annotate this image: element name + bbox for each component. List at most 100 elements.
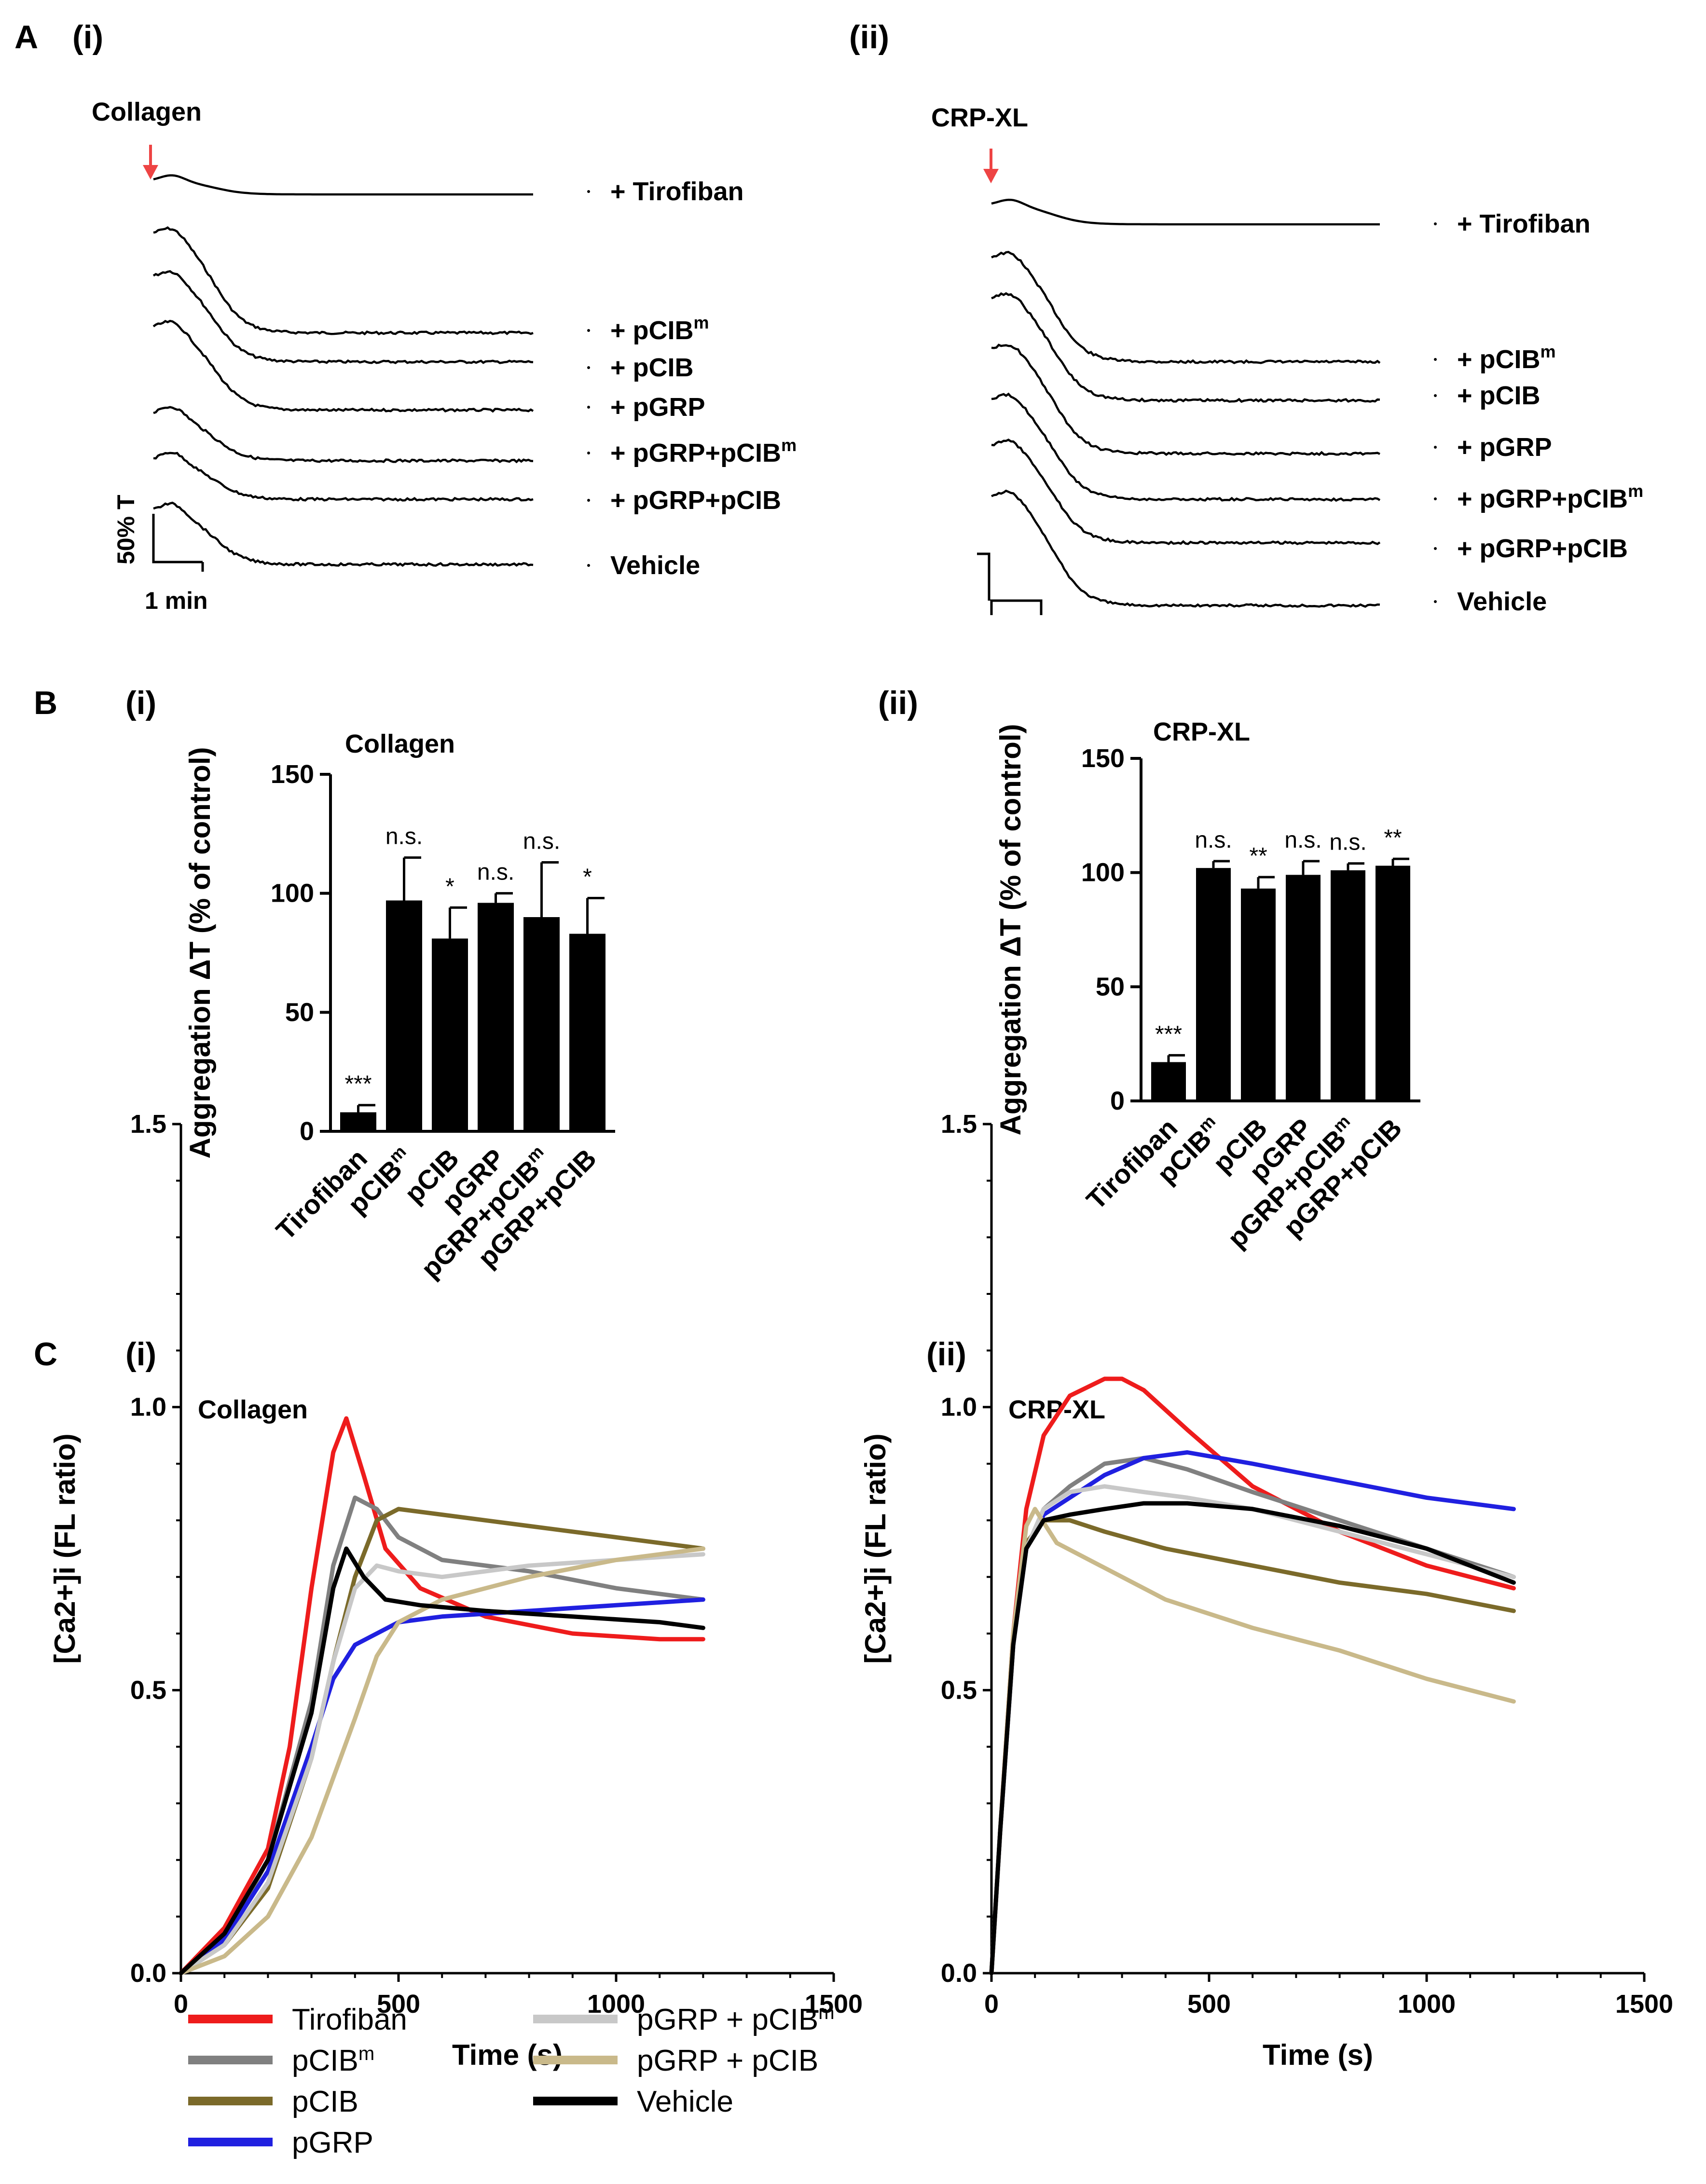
y-axis-title: Aggregation ΔT (% of control) (994, 724, 1027, 1135)
series-line-pgrp-pcib (179, 1546, 705, 1976)
trace-label: Vehicle (1457, 587, 1547, 616)
calcium-chart-collagen: Collagen 0.0 0.5 1.0 1.5 0 500 1000 1500 Time (s)… (49, 1110, 863, 2071)
panel-a-i-label: (i) (72, 19, 103, 55)
panel-b-i-label: (i) (125, 685, 156, 721)
aggregation-trace (991, 250, 1381, 364)
legend-label: pGRP + pCIB (637, 2044, 818, 2077)
x-tick-label: 0 (174, 1990, 188, 2019)
legend-label: pGRP + pCIBm (637, 2002, 835, 2036)
aggregation-trace (153, 174, 533, 196)
trace-label-sup: m (781, 435, 797, 455)
aggregation-trace (991, 489, 1380, 608)
bar (523, 917, 560, 1131)
label-dot (1434, 446, 1437, 449)
y-tick-label: 100 (1081, 858, 1125, 887)
panel-label-b: B (34, 685, 57, 721)
legend-label-main: pGRP (292, 2126, 373, 2159)
calcium-chart-crp-xl: CRP-XL 0.0 0.5 1.0 1.5 0 500 1000 1500 Time (s) [C… (859, 1110, 1673, 2071)
bar (432, 938, 468, 1131)
legend-label-main: pCIB (292, 2044, 358, 2077)
bar (1331, 870, 1365, 1101)
series-line-tirofiban (179, 1416, 705, 1976)
trace-label: + pGRP+pCIBm (1457, 481, 1643, 513)
x-tick-label: 1000 (587, 1990, 645, 2019)
trace-label-sup: m (1628, 481, 1643, 501)
trace-label-sup: m (1541, 342, 1556, 361)
trace-label: + Tirofiban (1457, 209, 1591, 238)
trace-label: + pCIBm (1457, 342, 1556, 374)
legend-label: pCIB (292, 2085, 358, 2118)
label-dot (587, 452, 590, 454)
trace-label-main: + pCIB (610, 353, 694, 382)
bar (1241, 888, 1276, 1101)
aggregation-trace (153, 452, 534, 502)
trace-label: + pCIBm (610, 313, 709, 345)
panel-c-i-label: (i) (125, 1336, 156, 1373)
significance-label: n.s. (385, 824, 423, 850)
scale-bar: 50% T 1 min (112, 494, 208, 614)
significance-label: *** (1155, 1021, 1182, 1047)
label-dot (1434, 358, 1437, 361)
trace-label-main: + pCIB (1457, 381, 1541, 410)
legend-label: pGRP (292, 2126, 373, 2159)
label-dot (587, 564, 590, 567)
trace-label-sup: m (694, 313, 709, 332)
chart-title: CRP-XL (1153, 717, 1250, 746)
x-tick-label: 1500 (1615, 1990, 1673, 2019)
legend-label-main: Vehicle (637, 2085, 733, 2118)
significance-label: *** (344, 1071, 371, 1097)
agonist-label-crp-xl: CRP-XL (931, 103, 1028, 132)
series-line-pgrp (989, 1450, 1516, 1976)
y-tick-label: 1.5 (941, 1110, 977, 1139)
label-dot (587, 190, 590, 193)
bar (1286, 875, 1321, 1101)
trace-label-main: + Tirofiban (1457, 209, 1591, 238)
x-tick-label: 1000 (1398, 1990, 1456, 2019)
aggregation-trace (152, 319, 534, 413)
x-tick-label: 500 (377, 1990, 420, 2019)
significance-label: n.s. (1284, 827, 1321, 853)
aggregation-traces-crp-xl: CRP-XL + Tirofiban+ pCIBm+ pCIB+ pGRP+ p… (931, 103, 1643, 616)
trace-label: + pCIB (1457, 381, 1541, 410)
scale-x-label: 1 min (145, 587, 208, 614)
series-line-tirofiban (989, 1376, 1516, 1976)
aggregation-trace (152, 270, 534, 364)
panel-label-a: A (14, 19, 38, 55)
label-dot (587, 329, 590, 332)
y-tick-label: 150 (271, 760, 314, 789)
trace-label: + pGRP+pCIB (1457, 534, 1628, 563)
y-tick-label: 0.5 (130, 1676, 166, 1704)
label-dot (587, 366, 590, 369)
series-line-vehicle (179, 1546, 705, 1976)
significance-label: ** (1249, 843, 1267, 869)
chart-title: CRP-XL (1008, 1395, 1105, 1424)
panel-c-ii-label: (ii) (926, 1336, 966, 1373)
aggregation-trace (153, 226, 534, 336)
aggregation-traces-collagen: Collagen + Tirofiban+ pCIBm+ pCIB+ pGRP+… (92, 97, 797, 614)
trace-label-main: + Tirofiban (610, 177, 744, 206)
aggregation-trace (153, 501, 534, 567)
trace-label: + pGRP+pCIBm (610, 435, 797, 467)
legend-label: Vehicle (637, 2085, 733, 2118)
series-line-vehicle (989, 1501, 1516, 1976)
label-dot (1434, 547, 1437, 550)
aggregation-trace (991, 292, 1380, 403)
bar-chart-collagen: Collagen 0 50 100 150 Aggregation ΔT (% of co… (184, 729, 615, 1284)
y-tick-label: 0.0 (130, 1959, 166, 1988)
scale-y-label: 50% T (112, 494, 139, 564)
trace-label-main: + pGRP+pCIB (610, 486, 781, 515)
aggregation-trace (991, 392, 1381, 502)
series-line-pgrp-pcibm (989, 1484, 1516, 1976)
y-tick-label: 0.5 (941, 1676, 977, 1704)
legend-label-main: Tirofiban (292, 2003, 407, 2036)
x-axis-title: Time (s) (452, 2039, 563, 2071)
label-dot (587, 406, 590, 409)
arrow-down-icon (983, 149, 999, 183)
y-tick-label: 0 (300, 1117, 314, 1146)
significance-label: ** (1384, 825, 1402, 851)
y-tick-label: 50 (285, 998, 314, 1027)
y-axis-title: Aggregation ΔT (% of control) (184, 747, 216, 1158)
x-tick-label: 500 (1187, 1990, 1231, 2019)
